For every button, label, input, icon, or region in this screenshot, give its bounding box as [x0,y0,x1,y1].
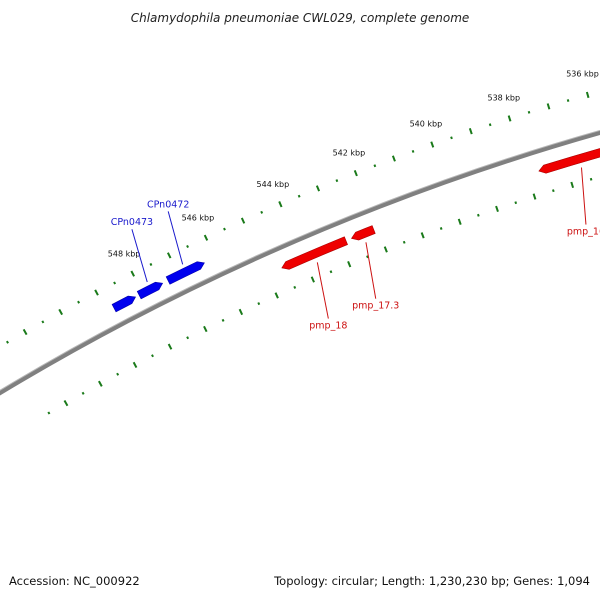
outer-tick [186,244,189,249]
inner-tick [274,292,279,299]
backbone-highlight [0,129,600,393]
outer-tick [585,91,590,99]
inner-tick [329,270,333,274]
outer-tick [149,262,153,266]
reverse-gene-pmp_17.3[interactable] [351,225,376,241]
accession-text: Accession: NC_000922 [9,574,140,588]
topology-summary: Topology: circular; Length: 1,230,230 bp… [273,574,590,588]
inner-tick [402,240,406,244]
outer-tick [315,185,321,192]
inner-tick [203,325,208,333]
outer-tick [297,194,301,198]
gene-label: CPn0472 [147,199,189,210]
inner-tick [495,205,499,213]
outer-tick [130,270,135,277]
outer-tick [77,300,81,304]
outer-tick [468,128,473,135]
outer-tick [527,110,531,114]
inner-tick [477,213,480,217]
outer-tick [450,136,453,140]
inner-tick [186,336,190,340]
outer-tick [22,328,28,336]
inner-tick [238,308,244,316]
outer-tick [94,289,99,296]
outer-tick [353,169,358,177]
inner-tick [457,218,462,225]
scale-label: 540 kbp [410,120,443,129]
scale-label: 546 kbp [182,214,215,223]
gene-features [111,143,600,313]
outer-tick [113,281,117,285]
inner-tick [366,255,369,259]
inner-tick [532,193,537,200]
outer-tick [373,164,377,168]
inner-tick [221,318,225,322]
outer-tick [566,99,570,102]
outer-tick [166,252,172,259]
gene-label: CPn0473 [111,217,153,228]
outer-tick [58,308,64,316]
label-leader [316,262,329,319]
inner-tick [257,302,261,306]
inner-tick [81,391,85,395]
inner-tick [151,354,154,358]
forward-gene-CPn0472[interactable] [165,261,205,285]
inner-tick [439,227,443,230]
backbone-line [0,130,600,396]
reverse-gene-pmp_18[interactable] [281,236,348,270]
label-leader [580,167,587,225]
outer-tick [203,234,209,241]
gene-label: pmp_17.3 [352,301,399,312]
outer-tick [507,115,512,122]
reverse-gene-pmp_16[interactable] [538,143,600,174]
map-title: Chlamydophila pneumoniae CWL029, complet… [131,11,470,25]
inner-tick [420,232,425,239]
backbone [0,129,600,396]
inner-tick [293,285,297,289]
label-leader [365,242,377,299]
outer-tick [411,149,415,153]
outer-tick [223,227,226,231]
outer-tick [430,141,435,148]
inner-tick [589,177,593,181]
inner-tick [116,372,120,376]
outer-tick [240,217,246,224]
scale-label: 544 kbp [257,180,290,189]
forward-gene-CPn0473[interactable] [136,281,164,300]
scale-label: 542 kbp [333,148,366,157]
outer-tick [278,201,283,208]
outer-tick [41,320,45,324]
scale-label: 548 kbp [108,250,141,259]
inner-tick [47,411,51,415]
inner-tick [383,246,388,253]
gene-label: pmp_16 [567,227,600,238]
forward-gene-unlabeled[interactable] [111,295,137,313]
scale-label: 536 kbp [566,70,599,79]
label-leader [167,211,184,265]
gene-label: pmp_18 [309,321,347,332]
inner-tick [98,380,103,387]
outer-tick [546,103,551,110]
inner-tick [132,361,138,369]
inner-tick [514,201,518,205]
outer-tick [391,155,396,162]
inner-tick [63,399,69,407]
inner-tick [552,189,555,193]
scale-label: 538 kbp [487,93,520,102]
outer-tick [260,210,264,214]
inner-tick [167,343,173,350]
label-leader [131,229,148,283]
outer-tick [335,179,339,183]
inner-tick [570,181,575,189]
gene-labels: CPn0465CPn0472CPn0473pmp_15pmp_16pmp_17.… [111,167,600,332]
inner-tick [347,261,352,268]
inner-tick [310,276,315,283]
outer-tick [488,123,492,127]
outer-tick [6,340,9,344]
